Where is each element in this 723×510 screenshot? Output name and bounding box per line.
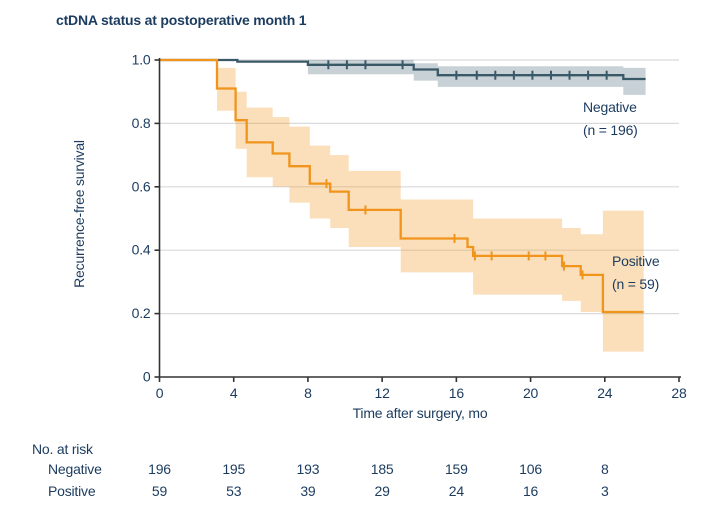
at-risk-value: 195 xyxy=(222,461,246,477)
at-risk-row-positive: Positive 59 53 39 29 24 16 3 xyxy=(0,483,723,501)
at-risk-value: 59 xyxy=(151,483,168,499)
at-risk-row-label: Negative xyxy=(48,461,102,477)
km-curve-negative xyxy=(159,58,646,81)
y-axis-title: Recurrence-free survival xyxy=(71,140,87,288)
at-risk-value: 29 xyxy=(374,483,390,499)
confidence-band-positive xyxy=(217,67,644,352)
legend-positive-name: Positive xyxy=(612,253,660,269)
x-tick-label: 4 xyxy=(230,385,238,401)
at-risk-value: 53 xyxy=(226,483,242,499)
at-risk-value: 3 xyxy=(600,483,609,499)
at-risk-value: 159 xyxy=(444,461,468,477)
x-tick-label: 24 xyxy=(597,385,613,401)
at-risk-value: 39 xyxy=(300,483,316,499)
at-risk-value: 193 xyxy=(296,461,320,477)
legend-positive-n: (n = 59) xyxy=(612,276,660,292)
x-tick-label: 0 xyxy=(156,385,164,401)
at-risk-value: 24 xyxy=(448,483,464,499)
y-tick-label: 0.6 xyxy=(132,178,151,194)
at-risk-value: 106 xyxy=(519,461,542,477)
y-tick-label: 0.4 xyxy=(132,242,151,258)
x-tick-label: 8 xyxy=(304,385,312,401)
legend-negative-n: (n = 196) xyxy=(583,122,638,138)
at-risk-value: 185 xyxy=(370,461,394,477)
y-tick-label: 0 xyxy=(143,369,151,385)
y-tick-label: 0.8 xyxy=(132,115,151,131)
x-axis-title: Time after surgery, mo xyxy=(352,405,488,421)
at-risk-value: 196 xyxy=(148,461,171,477)
km-curve-positive xyxy=(159,58,644,314)
x-tick-label: 12 xyxy=(375,385,391,401)
at-risk-row-label: Positive xyxy=(48,483,96,499)
at-risk-value: 8 xyxy=(600,461,609,477)
legend-positive: Positive (n = 59) xyxy=(612,250,660,296)
at-risk-title: No. at risk xyxy=(32,441,93,457)
x-tick-label: 20 xyxy=(523,385,539,401)
x-tick-label: 28 xyxy=(671,385,687,401)
chart-title: ctDNA status at postoperative month 1 xyxy=(56,12,307,28)
y-tick-label: 1.0 xyxy=(132,52,151,68)
legend-negative-name: Negative xyxy=(583,99,637,115)
y-tick-label: 0.2 xyxy=(132,305,151,321)
legend-negative: Negative (n = 196) xyxy=(583,96,638,142)
at-risk-row-negative: Negative 196 195 193 185 159 106 8 xyxy=(0,461,723,479)
at-risk-value: 16 xyxy=(522,483,539,499)
x-tick-label: 16 xyxy=(449,385,465,401)
